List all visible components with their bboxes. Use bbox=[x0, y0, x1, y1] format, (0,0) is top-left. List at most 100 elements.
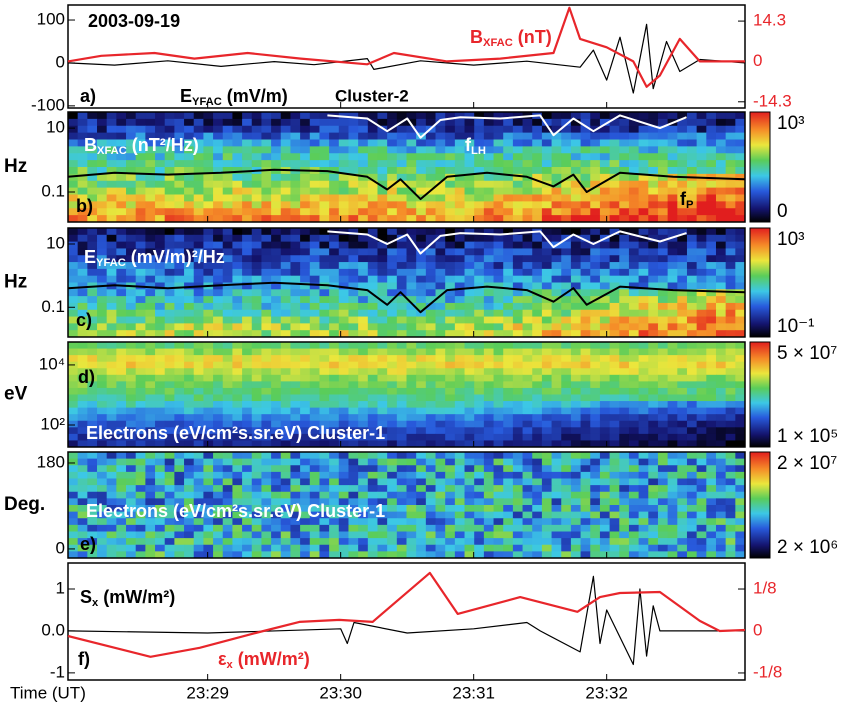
spectrogram-cell bbox=[126, 174, 136, 181]
spectrogram-cell bbox=[281, 349, 291, 356]
spectrogram-cell bbox=[677, 303, 687, 310]
spectrogram-cell bbox=[619, 485, 629, 492]
spectrogram-cell bbox=[165, 160, 175, 167]
spectrogram-cell bbox=[610, 248, 620, 255]
spectrogram-cell bbox=[203, 485, 213, 492]
spectrogram-cell bbox=[87, 119, 97, 126]
spectrogram-cell bbox=[155, 525, 165, 532]
spectrogram-cell bbox=[397, 375, 407, 382]
spectrogram-cell bbox=[455, 242, 465, 249]
spectrogram-cell bbox=[165, 208, 175, 215]
spectrogram-cell bbox=[407, 140, 417, 147]
spectrogram-cell bbox=[136, 401, 146, 408]
spectrogram-cell bbox=[445, 153, 455, 160]
spectrogram-cell bbox=[358, 276, 368, 283]
spectrogram-cell bbox=[377, 388, 387, 395]
spectrogram-cell bbox=[68, 235, 78, 242]
spectrogram-cell bbox=[155, 276, 165, 283]
spectrogram-cell bbox=[348, 119, 358, 126]
spectrogram-cell bbox=[387, 485, 397, 492]
spectrogram-cell bbox=[126, 235, 136, 242]
spectrogram-cell bbox=[523, 317, 533, 324]
spectrogram-cell bbox=[465, 381, 475, 388]
spectrogram-cell bbox=[697, 408, 707, 415]
spectrogram-cell bbox=[397, 349, 407, 356]
spectrogram-cell bbox=[126, 388, 136, 395]
spectrogram-cell bbox=[600, 395, 610, 402]
spectrogram-cell bbox=[668, 276, 678, 283]
spectrogram-cell bbox=[445, 167, 455, 174]
spectrogram-cell bbox=[445, 485, 455, 492]
spectrogram-cell bbox=[474, 133, 484, 140]
spectrogram-cell bbox=[242, 296, 252, 303]
spectrogram-cell bbox=[455, 492, 465, 499]
spectrogram-cell bbox=[445, 146, 455, 153]
spectrogram-cell bbox=[571, 395, 581, 402]
spectrogram-cell bbox=[465, 427, 475, 434]
spectrogram-cell bbox=[223, 388, 233, 395]
spectrogram-cell bbox=[252, 153, 262, 160]
spectrogram-cell bbox=[677, 434, 687, 441]
spectrogram-cell bbox=[600, 505, 610, 512]
spectrogram-cell bbox=[542, 525, 552, 532]
spectrogram-cell bbox=[542, 434, 552, 441]
spectrogram-cell bbox=[503, 408, 513, 415]
spectrogram-cell bbox=[165, 289, 175, 296]
spectrogram-cell bbox=[532, 381, 542, 388]
spectrogram-cell bbox=[329, 408, 339, 415]
spectrogram-cell bbox=[658, 153, 668, 160]
spectrogram-cell bbox=[348, 208, 358, 215]
spectrogram-cell bbox=[658, 434, 668, 441]
spectrogram-cell bbox=[648, 505, 658, 512]
spectrogram-cell bbox=[581, 545, 591, 552]
spectrogram-cell bbox=[716, 525, 726, 532]
spectrogram-cell bbox=[455, 255, 465, 262]
spectrogram-cell bbox=[348, 465, 358, 472]
spectrogram-cell bbox=[174, 368, 184, 375]
spectrogram-cell bbox=[310, 201, 320, 208]
spectrogram-cell bbox=[687, 401, 697, 408]
spectrogram-cell bbox=[726, 269, 736, 276]
spectrogram-cell bbox=[155, 368, 165, 375]
spectrogram-cell bbox=[503, 452, 513, 459]
spectrogram-cell bbox=[590, 310, 600, 317]
panel-letter: d) bbox=[78, 367, 95, 387]
spectrogram-cell bbox=[319, 262, 329, 269]
spectrogram-cell bbox=[116, 525, 126, 532]
spectrogram-cell bbox=[407, 349, 417, 356]
spectrogram-cell bbox=[726, 414, 736, 421]
spectrogram-cell bbox=[252, 181, 262, 188]
spectrogram-cell bbox=[619, 248, 629, 255]
spectrogram-cell bbox=[677, 276, 687, 283]
spectrogram-cell bbox=[136, 408, 146, 415]
spectrogram-cell bbox=[281, 525, 291, 532]
y-tick-label: 1 bbox=[56, 578, 65, 597]
spectrogram-cell bbox=[310, 126, 320, 133]
spectrogram-cell bbox=[281, 342, 291, 349]
spectrogram-cell bbox=[310, 140, 320, 147]
spectrogram-cell bbox=[532, 362, 542, 369]
spectrogram-cell bbox=[465, 201, 475, 208]
spectrogram-cell bbox=[387, 375, 397, 382]
spectrogram-cell bbox=[68, 242, 78, 249]
spectrogram-cell bbox=[532, 160, 542, 167]
spectrogram-cell bbox=[716, 538, 726, 545]
spectrogram-cell bbox=[300, 235, 310, 242]
spectrogram-cell bbox=[542, 459, 552, 466]
spectrogram-cell bbox=[377, 255, 387, 262]
spectrogram-cell bbox=[610, 512, 620, 519]
spectrogram-cell bbox=[368, 532, 378, 539]
spectrogram-cell bbox=[329, 414, 339, 421]
spectrogram-cell bbox=[97, 235, 107, 242]
spectrogram-cell bbox=[513, 532, 523, 539]
y-axis-label: Deg. bbox=[4, 494, 45, 515]
spectrogram-cell bbox=[494, 427, 504, 434]
spectrogram-cell bbox=[687, 472, 697, 479]
spectrogram-cell bbox=[68, 355, 78, 362]
spectrogram-cell bbox=[407, 133, 417, 140]
spectrogram-cell bbox=[629, 248, 639, 255]
legend-label-base: B bbox=[470, 27, 483, 47]
spectrogram-cell bbox=[426, 140, 436, 147]
spectrogram-cell bbox=[619, 296, 629, 303]
spectrogram-cell bbox=[494, 119, 504, 126]
